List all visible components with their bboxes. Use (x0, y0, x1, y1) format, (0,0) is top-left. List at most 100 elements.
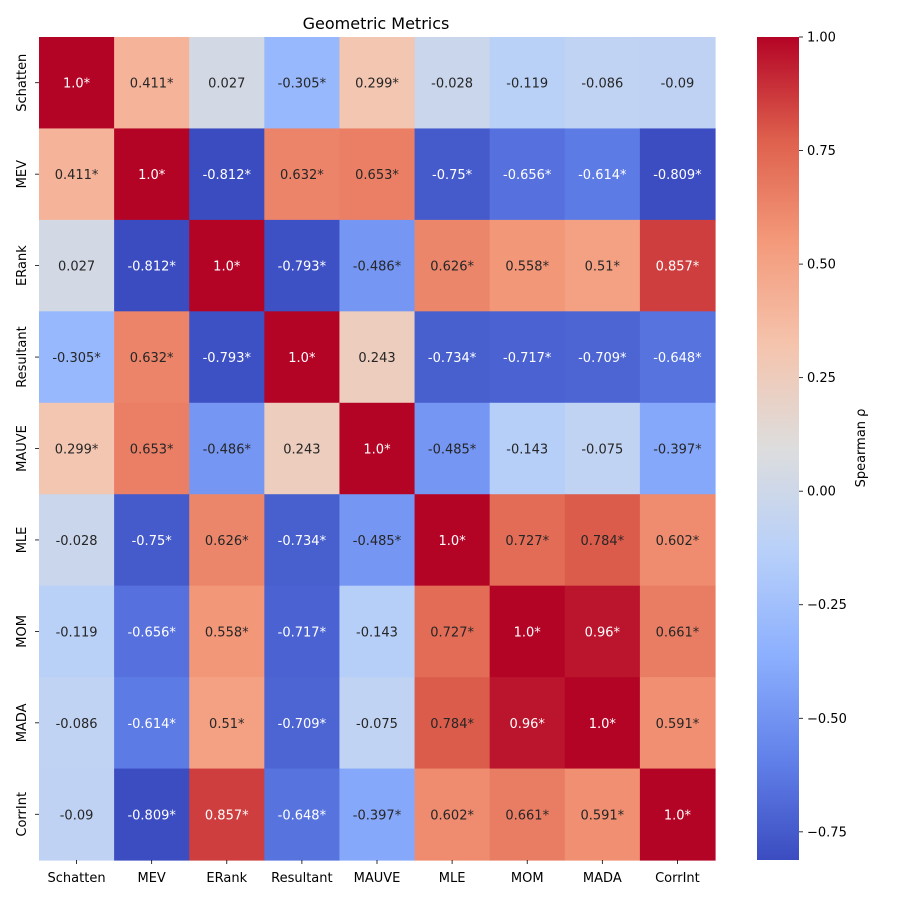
heatmap-cell (639, 37, 716, 130)
heatmap-cell (414, 219, 491, 312)
cell-value-label: 0.299* (55, 443, 99, 458)
colorbar-tick-label: 0.25 (807, 371, 836, 386)
heatmap-cell (639, 494, 716, 587)
cell-value-label: 0.243 (283, 443, 320, 458)
heatmap-cell (639, 311, 716, 404)
cell-value-label: 0.411* (130, 77, 174, 92)
y-tick-label: MEV (15, 160, 30, 188)
cell-value-label: 0.243 (358, 351, 395, 366)
cell-value-label: -0.614* (578, 168, 627, 183)
heatmap-cell (264, 128, 341, 221)
cell-value-label: 0.727* (430, 625, 474, 640)
heatmap-cell (339, 768, 416, 861)
heatmap-cell (264, 677, 341, 770)
cell-value-label: 0.653* (355, 168, 399, 183)
cell-value-label: 0.626* (430, 260, 474, 275)
cell-value-label: -0.793* (203, 351, 252, 366)
heatmap-cell (114, 219, 190, 312)
heatmap-cell (414, 585, 491, 678)
cell-value-label: 0.602* (430, 808, 474, 823)
heatmap-cell (564, 219, 641, 312)
cell-value-label: -0.09 (661, 77, 695, 92)
colorbar-tick-label: 0.75 (807, 144, 836, 159)
heatmap-cell (189, 402, 265, 495)
heatmap-cell (489, 585, 566, 678)
cell-value-label: -0.143 (356, 625, 398, 640)
heatmap-cell (339, 219, 416, 312)
heatmap-cell (414, 37, 491, 130)
cell-value-label: 1.0* (664, 808, 692, 823)
cell-value-label: -0.734* (428, 351, 477, 366)
heatmap-cell (414, 311, 491, 404)
heatmap-cell (39, 402, 115, 495)
heatmap-cell (114, 311, 190, 404)
cell-value-label: 1.0* (213, 260, 241, 275)
colorbar-bar (757, 37, 799, 860)
cell-value-label: -0.305* (52, 351, 101, 366)
colorbar-tick-label: −0.50 (807, 712, 847, 727)
heatmap-cell (489, 494, 566, 587)
heatmap-cell (564, 128, 641, 221)
heatmap-cell (114, 585, 190, 678)
heatmap-cell (39, 37, 115, 130)
heatmap-cell-labels: 1.0* 0.411* 0.027 -0.305* 0.299* -0.028 -0.119… (52, 77, 702, 824)
cell-value-label: -0.656* (503, 168, 552, 183)
cell-value-label: -0.812* (203, 168, 252, 183)
cell-value-label: 0.027 (58, 260, 95, 275)
heatmap-cell (489, 37, 566, 130)
heatmap-cell (414, 128, 491, 221)
x-tick-label: Resultant (271, 871, 332, 886)
heatmap-cell (339, 311, 416, 404)
cell-value-label: -0.485* (353, 534, 402, 549)
heatmap-cell (264, 219, 341, 312)
heatmap-cell (489, 768, 566, 861)
cell-value-label: -0.028 (431, 77, 473, 92)
cell-value-label: 0.661* (505, 808, 549, 823)
heatmap-cell (189, 677, 265, 770)
cell-value-label: -0.709* (278, 717, 327, 732)
colorbar-tick-label: −0.75 (807, 825, 847, 840)
cell-value-label: 0.96* (585, 625, 621, 640)
cell-value-label: 1.0* (514, 625, 542, 640)
cell-value-label: 1.0* (63, 77, 91, 92)
heatmap-cell (264, 402, 341, 495)
heatmap-cell (189, 311, 265, 404)
heatmap-cell (564, 37, 641, 130)
heatmap-cell (189, 37, 265, 130)
colorbar-tick-label: 1.00 (807, 31, 836, 46)
heatmap-cell (489, 402, 566, 495)
cell-value-label: -0.734* (278, 534, 327, 549)
cell-value-label: 1.0* (138, 168, 166, 183)
heatmap-cell (489, 311, 566, 404)
chart-title: Geometric Metrics (303, 14, 450, 33)
cell-value-label: 0.558* (205, 625, 249, 640)
cell-value-label: 0.96* (509, 717, 545, 732)
heatmap-cell (339, 128, 416, 221)
heatmap-cell (639, 585, 716, 678)
cell-value-label: 0.857* (656, 260, 700, 275)
heatmap-cell (264, 494, 341, 587)
colorbar: 1.00 0.75 0.50 0.25 0.00 −0.25 −0.50 −0.75 Spea… (757, 31, 869, 860)
x-tick-label: ERank (206, 871, 247, 886)
cell-value-label: 0.411* (55, 168, 99, 183)
heatmap-cell (489, 219, 566, 312)
y-tick-label: MAUVE (15, 425, 30, 472)
cell-value-label: -0.486* (203, 443, 252, 458)
heatmap-cell (189, 128, 265, 221)
heatmap-cell (114, 37, 190, 130)
heatmap-cell (639, 677, 716, 770)
heatmap-cell (189, 494, 265, 587)
heatmap-cell (339, 37, 416, 130)
cell-value-label: 0.51* (585, 260, 621, 275)
colorbar-label: Spearman ρ (854, 409, 869, 488)
heatmap-cell (189, 585, 265, 678)
cell-value-label: -0.648* (278, 808, 327, 823)
heatmap-cell (564, 677, 641, 770)
heatmap-cell (339, 494, 416, 587)
heatmap-cell (264, 37, 341, 130)
cell-value-label: 1.0* (363, 443, 391, 458)
heatmap-cell (114, 402, 190, 495)
heatmap-cell (564, 402, 641, 495)
cell-value-label: 1.0* (439, 534, 467, 549)
